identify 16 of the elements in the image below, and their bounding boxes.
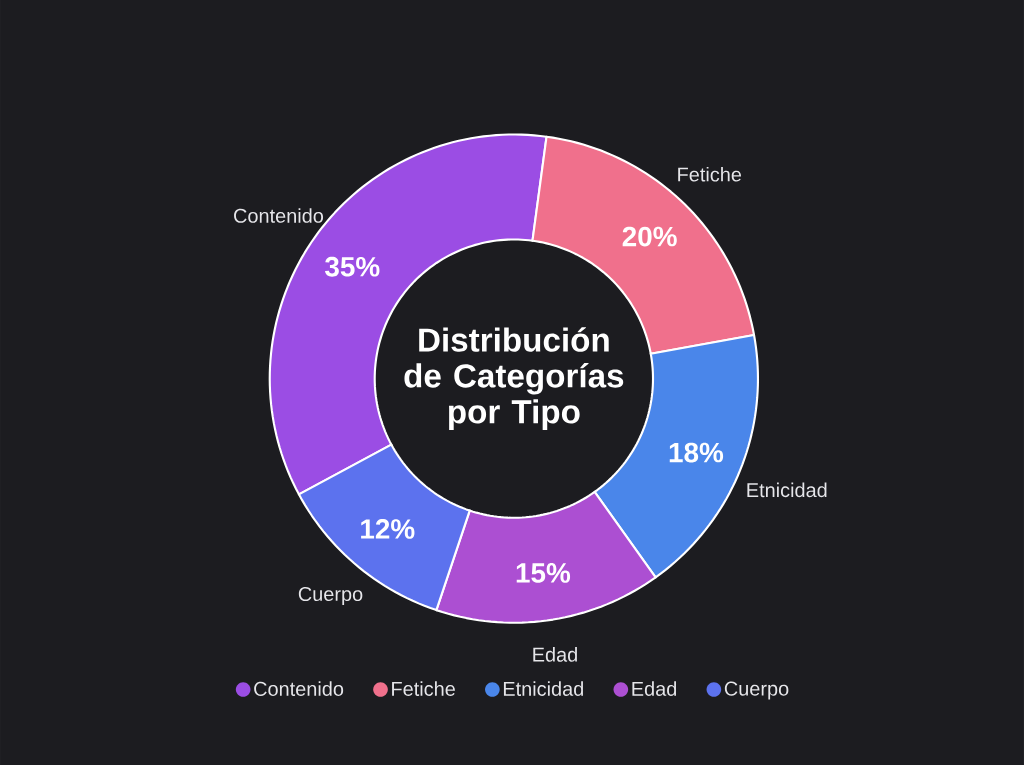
- legend-label: Contenido: [254, 681, 344, 696]
- slice-label: Cuerpo: [298, 586, 363, 605]
- slice-label: Fetiche: [678, 166, 742, 182]
- legend-label: Edad: [632, 681, 677, 696]
- slice-label: Etnicidad: [747, 482, 827, 498]
- data-label: 35%: [325, 256, 380, 277]
- legend-label: Etnicidad: [503, 681, 583, 696]
- legend-label: Fetiche: [392, 681, 455, 696]
- slice-label: Contenido: [234, 208, 324, 223]
- data-label: 12%: [361, 518, 415, 539]
- data-label: 18%: [669, 442, 724, 463]
- data-label: 20%: [622, 226, 677, 247]
- text: Distribución de Categorías por Tipo: [404, 327, 624, 431]
- legend-label: Cuerpo: [724, 681, 789, 700]
- slice-label: Edad: [533, 647, 577, 662]
- data-label: 15%: [516, 563, 571, 583]
